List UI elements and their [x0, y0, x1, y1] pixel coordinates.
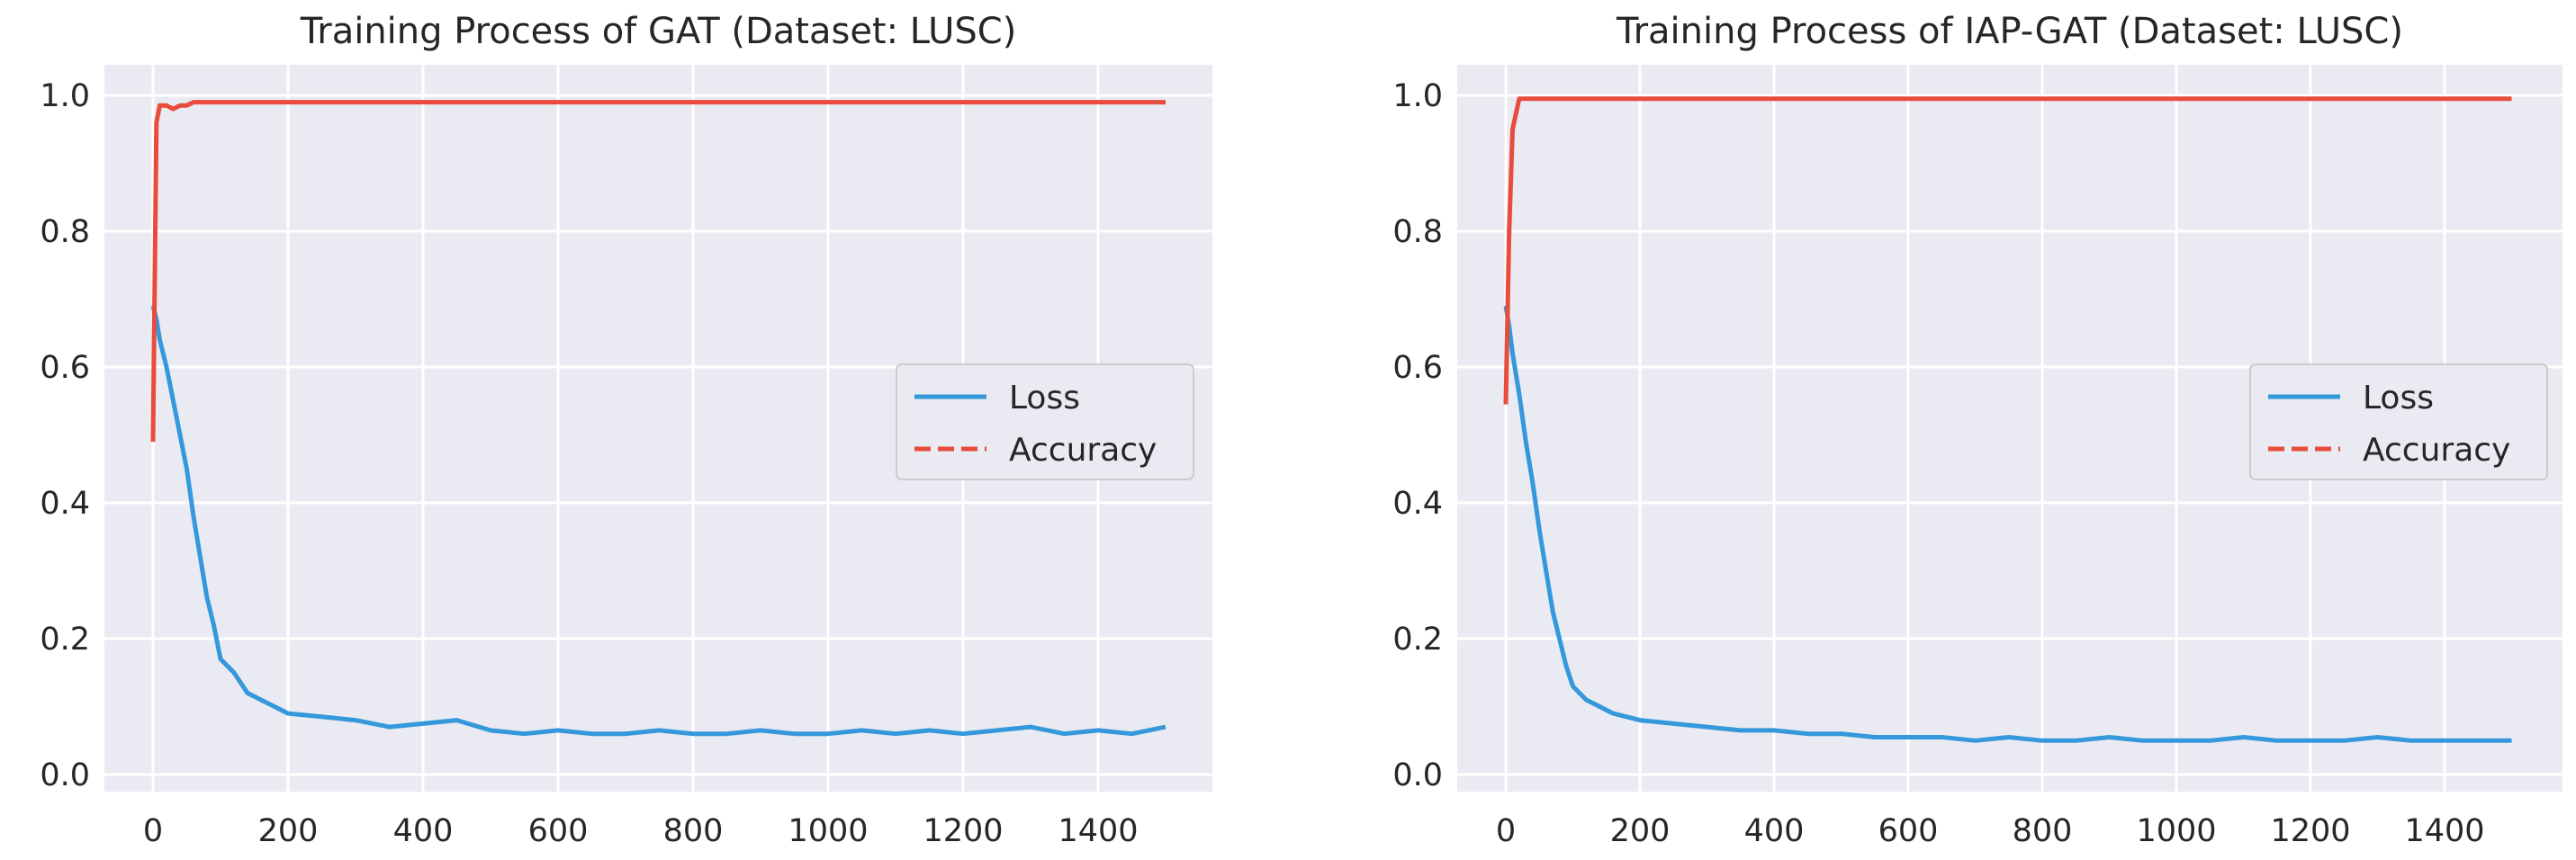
x-tick-label: 1400 — [2404, 813, 2484, 849]
x-tick-label: 1200 — [2270, 813, 2350, 849]
y-tick-label: 1.0 — [40, 78, 90, 114]
x-tick-label: 1000 — [788, 813, 868, 849]
x-tick-label: 400 — [1744, 813, 1805, 849]
chart-panel-1: 0 200 400 600 800 1000 1200 1400 0.0 0.2 0.4 0.6 0.8… — [1392, 11, 2562, 849]
legend: Loss Accuracy — [896, 363, 1194, 480]
x-tick-label: 1200 — [923, 813, 1003, 849]
x-tick-label: 1000 — [2136, 813, 2216, 849]
x-tick-label: 800 — [2013, 813, 2073, 849]
y-tick-label: 0.2 — [1392, 622, 1443, 658]
chart-title: Training Process of GAT (Dataset: LUSC) — [300, 11, 1017, 52]
y-tick-label: 0.0 — [1392, 757, 1443, 793]
y-tick-label: 0.0 — [40, 757, 90, 793]
chart-title: Training Process of IAP-GAT (Dataset: LU… — [1616, 11, 2403, 52]
y-tick-label: 0.8 — [1392, 214, 1443, 250]
y-tick-label: 0.4 — [1392, 486, 1443, 522]
y-tick-label: 0.4 — [40, 486, 90, 522]
x-tick-label: 400 — [393, 813, 454, 849]
y-tick-label: 0.6 — [1392, 350, 1443, 386]
x-tick-label: 0 — [1496, 813, 1516, 849]
legend: Loss Accuracy — [2249, 363, 2548, 480]
x-tick-label: 200 — [1610, 813, 1671, 849]
y-tick-label: 0.6 — [40, 350, 90, 386]
y-tick-label: 0.8 — [40, 214, 90, 250]
x-tick-label: 200 — [258, 813, 319, 849]
legend-label: Loss — [2363, 380, 2434, 417]
x-tick-label: 600 — [1878, 813, 1939, 849]
x-tick-label: 0 — [143, 813, 163, 849]
legend-label: Loss — [1009, 380, 1080, 417]
x-tick-label: 1400 — [1058, 813, 1138, 849]
legend-label: Accuracy — [2363, 432, 2510, 469]
legend-label: Accuracy — [1009, 432, 1157, 469]
y-tick-label: 0.2 — [40, 622, 90, 658]
x-tick-label: 800 — [663, 813, 724, 849]
x-tick-label: 600 — [528, 813, 589, 849]
chart-panel-0: 0 200 400 600 800 1000 1200 1400 0.0 0.2 0.4 0.6 0.8… — [40, 11, 1212, 849]
y-tick-label: 1.0 — [1392, 78, 1443, 114]
